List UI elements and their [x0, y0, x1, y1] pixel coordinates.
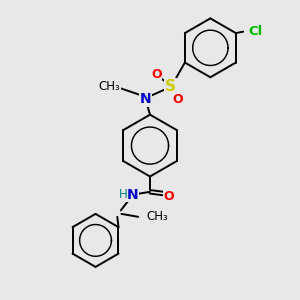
Text: CH₃: CH₃	[146, 210, 168, 223]
Text: Cl: Cl	[248, 25, 262, 38]
Text: CH₃: CH₃	[99, 80, 121, 94]
Text: O: O	[151, 68, 162, 81]
Text: H: H	[119, 188, 128, 201]
Text: S: S	[165, 79, 176, 94]
Text: N: N	[140, 92, 152, 106]
Text: N: N	[127, 188, 138, 202]
Text: O: O	[164, 190, 175, 203]
Text: O: O	[173, 93, 183, 106]
